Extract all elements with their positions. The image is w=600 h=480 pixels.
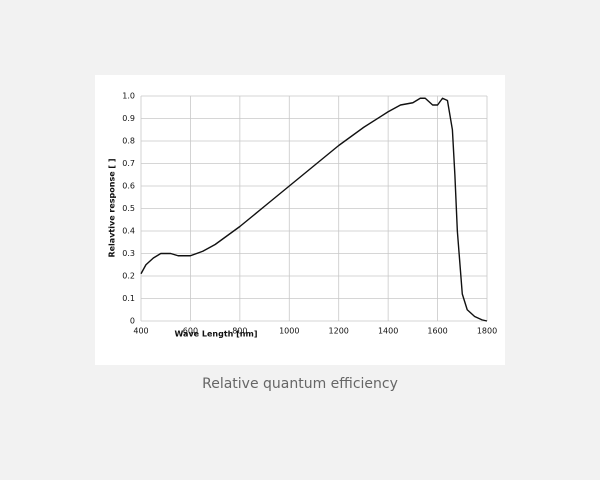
y-axis-label: Relavtive response [ ] [108, 158, 117, 257]
y-tick-label: 0 [130, 317, 135, 326]
y-tick-label: 0.2 [122, 272, 135, 281]
y-tick-label: 1.0 [122, 92, 135, 101]
y-tick-label: 0.9 [122, 114, 135, 123]
x-tick-label: 1600 [427, 327, 447, 336]
x-tick-label: 800 [232, 327, 247, 336]
x-tick-label: 600 [183, 327, 198, 336]
x-axis-label: Wave Length [nm] [175, 330, 258, 339]
line-series [140, 97, 488, 322]
y-tick-label: 0.8 [122, 137, 135, 146]
y-tick-label: 0.4 [122, 227, 135, 236]
y-tick-label: 0.5 [122, 204, 135, 213]
y-tick-label: 0.1 [122, 294, 135, 303]
caption: Relative quantum efficiency [202, 376, 398, 392]
x-tick-label: 1400 [378, 327, 398, 336]
x-tick-label: 1200 [329, 327, 349, 336]
y-tick-label: 0.7 [122, 159, 135, 168]
chart-panel [95, 75, 505, 365]
y-tick-label: 0.6 [122, 182, 135, 191]
x-tick-label: 400 [133, 327, 148, 336]
x-tick-label: 1000 [279, 327, 299, 336]
y-tick-label: 0.3 [122, 249, 135, 258]
x-tick-label: 1800 [477, 327, 497, 336]
